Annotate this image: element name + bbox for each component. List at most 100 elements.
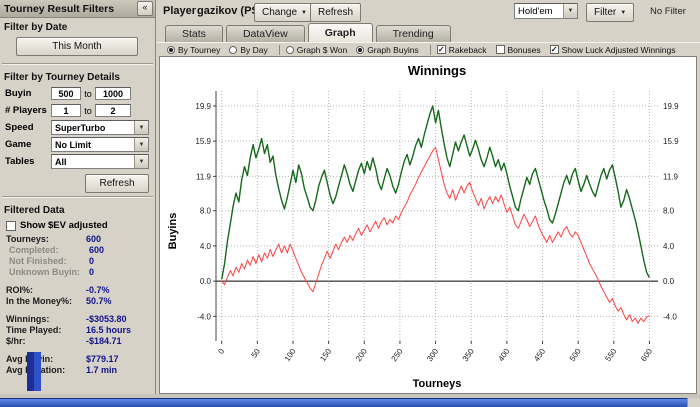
this-month-button[interactable]: This Month xyxy=(16,37,138,56)
svg-text:150: 150 xyxy=(318,347,333,364)
buyin-label: Buyin xyxy=(5,88,32,99)
tab-graph[interactable]: Graph xyxy=(307,23,373,42)
filter-by-details-label: Filter by Tourney Details xyxy=(4,72,120,83)
svg-text:19.9: 19.9 xyxy=(663,102,679,111)
svg-text:8.0: 8.0 xyxy=(663,207,675,216)
players-row: # Players 1 to 2 xyxy=(0,102,155,119)
svg-text:11.9: 11.9 xyxy=(663,172,679,181)
svg-text:4.0: 4.0 xyxy=(663,242,675,251)
stat-row: ROI%: -0.7% xyxy=(0,284,155,295)
by-tourney-label: By Tourney xyxy=(178,44,221,55)
svg-text:50: 50 xyxy=(250,347,263,360)
filter-button[interactable]: Filter ▼ xyxy=(586,3,635,22)
stat-row: Tourneys: 600 xyxy=(0,233,155,244)
stat-label: Avg Duration: xyxy=(6,364,66,375)
horizontal-scrollbar[interactable] xyxy=(0,394,700,398)
rakeback-label: Rakeback xyxy=(448,44,487,55)
sidebar-title: Tourney Result Filters xyxy=(4,2,115,15)
tab-stats[interactable]: Stats xyxy=(165,25,223,42)
bonuses-label: Bonuses xyxy=(507,44,541,55)
stat-label: Unknown Buyin: xyxy=(9,266,80,277)
game-label: Game xyxy=(5,139,32,150)
svg-text:550: 550 xyxy=(603,347,618,364)
change-player-button[interactable]: Change ▼ xyxy=(254,3,315,22)
tables-row: Tables All ▼ xyxy=(0,153,155,170)
svg-text:350: 350 xyxy=(461,347,476,364)
to-label: to xyxy=(84,88,92,99)
game-type-select[interactable]: Hold'em ▼ xyxy=(514,3,578,19)
rakeback-checkbox[interactable]: ✓ xyxy=(436,44,446,54)
luck-adjusted-option[interactable]: ✓ Show Luck Adjusted Winnings xyxy=(549,44,675,55)
svg-text:450: 450 xyxy=(532,347,547,364)
divider xyxy=(278,44,280,55)
stat-row: Completed: 600 xyxy=(0,244,155,255)
by-day-label: By Day xyxy=(240,44,268,55)
bonuses-option[interactable]: Bonuses xyxy=(495,44,541,55)
player-toolbar: Player gazikov (PS) Change ▼ Refresh Hol… xyxy=(157,0,700,24)
player-label: Player xyxy=(163,5,197,17)
chevron-down-icon[interactable]: ▼ xyxy=(563,4,577,18)
filtered-data-label: Filtered Data xyxy=(4,205,65,216)
bonuses-checkbox[interactable] xyxy=(495,45,505,54)
players-from-input[interactable]: 1 xyxy=(51,104,81,117)
svg-text:-4.0: -4.0 xyxy=(663,312,677,321)
buyin-from-input[interactable]: 500 xyxy=(51,87,81,100)
divider xyxy=(2,63,153,65)
graph-won-option[interactable]: Graph $ Won xyxy=(285,45,347,55)
ev-adjusted-checkbox[interactable] xyxy=(6,220,16,231)
chevron-down-icon[interactable]: ▼ xyxy=(134,138,148,151)
series-line-1 xyxy=(221,146,650,324)
svg-text:4.0: 4.0 xyxy=(200,242,212,251)
tables-select[interactable]: All ▼ xyxy=(51,154,149,169)
graph-buyins-label: Graph Buyins xyxy=(367,44,419,55)
radio-icon[interactable] xyxy=(167,45,175,54)
radio-icon[interactable] xyxy=(356,45,365,54)
chart-title: Winnings xyxy=(407,63,467,78)
speed-value: SuperTurbo xyxy=(55,122,106,133)
stats-list: Tourneys: 600 Completed: 600 Not Finished: 0 U… xyxy=(0,233,155,375)
sidebar-header: Tourney Result Filters « xyxy=(0,0,155,18)
by-day-option[interactable]: By Day xyxy=(229,44,268,55)
filter-button-label: Filter xyxy=(594,7,617,18)
graph-buyins-option[interactable]: Graph Buyins xyxy=(356,45,419,55)
chart-xlabel: Tourneys xyxy=(412,378,462,390)
chevron-down-icon[interactable]: ▼ xyxy=(134,121,148,134)
player-name: gazikov (PS) xyxy=(197,5,263,17)
series-line-0 xyxy=(221,105,651,280)
tab-trending[interactable]: Trending xyxy=(375,25,451,42)
sidebar-refresh-button[interactable]: Refresh xyxy=(85,174,149,193)
divider xyxy=(2,196,153,198)
mini-bar-icon xyxy=(27,352,34,391)
players-to-input[interactable]: 2 xyxy=(95,104,131,117)
tab-dataview[interactable]: DataView xyxy=(225,25,305,42)
svg-text:0.0: 0.0 xyxy=(200,277,212,286)
rakeback-option[interactable]: ✓ Rakeback xyxy=(436,44,487,55)
stat-value: 1.7 min xyxy=(86,364,118,375)
buyin-to-input[interactable]: 1000 xyxy=(95,87,131,100)
svg-text:8.0: 8.0 xyxy=(200,207,212,216)
svg-text:100: 100 xyxy=(283,347,298,364)
speed-label: Speed xyxy=(5,122,34,133)
radio-icon[interactable] xyxy=(229,45,238,54)
refresh-button[interactable]: Refresh xyxy=(310,3,362,22)
luck-adjusted-checkbox[interactable]: ✓ xyxy=(549,44,559,54)
stat-value: 0 xyxy=(89,255,95,266)
radio-icon[interactable] xyxy=(285,45,294,54)
chevron-down-icon[interactable]: ▼ xyxy=(134,155,148,168)
svg-text:600: 600 xyxy=(639,347,654,364)
stat-value: -$184.71 xyxy=(86,335,122,346)
chart-svg: 19.9 19.9 15.9 15.9 11.9 11.9 8.0 8.0 4.0 4.0 0.0 0… xyxy=(195,91,679,364)
stat-row: Avg Buyin: $779.17 xyxy=(0,353,155,364)
filter-by-date-label: Filter by Date xyxy=(4,22,68,33)
speed-select[interactable]: SuperTurbo ▼ xyxy=(51,120,149,135)
collapse-sidebar-icon[interactable]: « xyxy=(137,1,153,16)
stat-row: Unknown Buyin: 0 xyxy=(0,266,155,277)
game-select[interactable]: No Limit ▼ xyxy=(51,137,149,152)
mini-bar-icon xyxy=(34,352,41,391)
to-label: to xyxy=(84,105,92,116)
tables-value: All xyxy=(55,156,67,167)
by-tourney-option[interactable]: By Tourney xyxy=(167,45,220,55)
winnings-chart: 19.9 19.9 15.9 15.9 11.9 11.9 8.0 8.0 4.0 4.0 0.0 0… xyxy=(159,56,697,394)
ev-adjusted-label: Show $EV adjusted xyxy=(20,220,108,231)
